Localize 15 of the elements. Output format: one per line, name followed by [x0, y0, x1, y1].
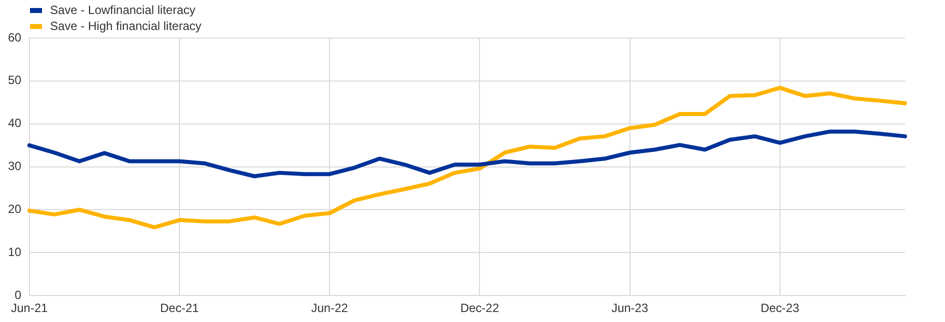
legend-label: Save - Lowfinancial literacy: [50, 3, 196, 17]
x-tick-label: Dec-22: [460, 301, 500, 316]
x-tick-label: Jun-21: [10, 301, 48, 316]
y-tick-label: 0: [14, 288, 22, 302]
y-tick-label: 30: [8, 159, 22, 174]
y-tick-label: 20: [8, 202, 22, 216]
x-tick-label: Dec-23: [760, 301, 800, 316]
y-tick-label: 40: [8, 116, 22, 130]
x-tick-label: Jun-23: [611, 301, 648, 316]
y-tick-label: 50: [8, 73, 22, 88]
legend-label: Save - High financial literacy: [50, 19, 202, 33]
x-tick-label: Dec-21: [160, 301, 200, 316]
x-tick-label: Jun-22: [311, 301, 348, 316]
y-tick-label: 10: [8, 244, 22, 259]
y-tick-label: 60: [8, 30, 22, 44]
